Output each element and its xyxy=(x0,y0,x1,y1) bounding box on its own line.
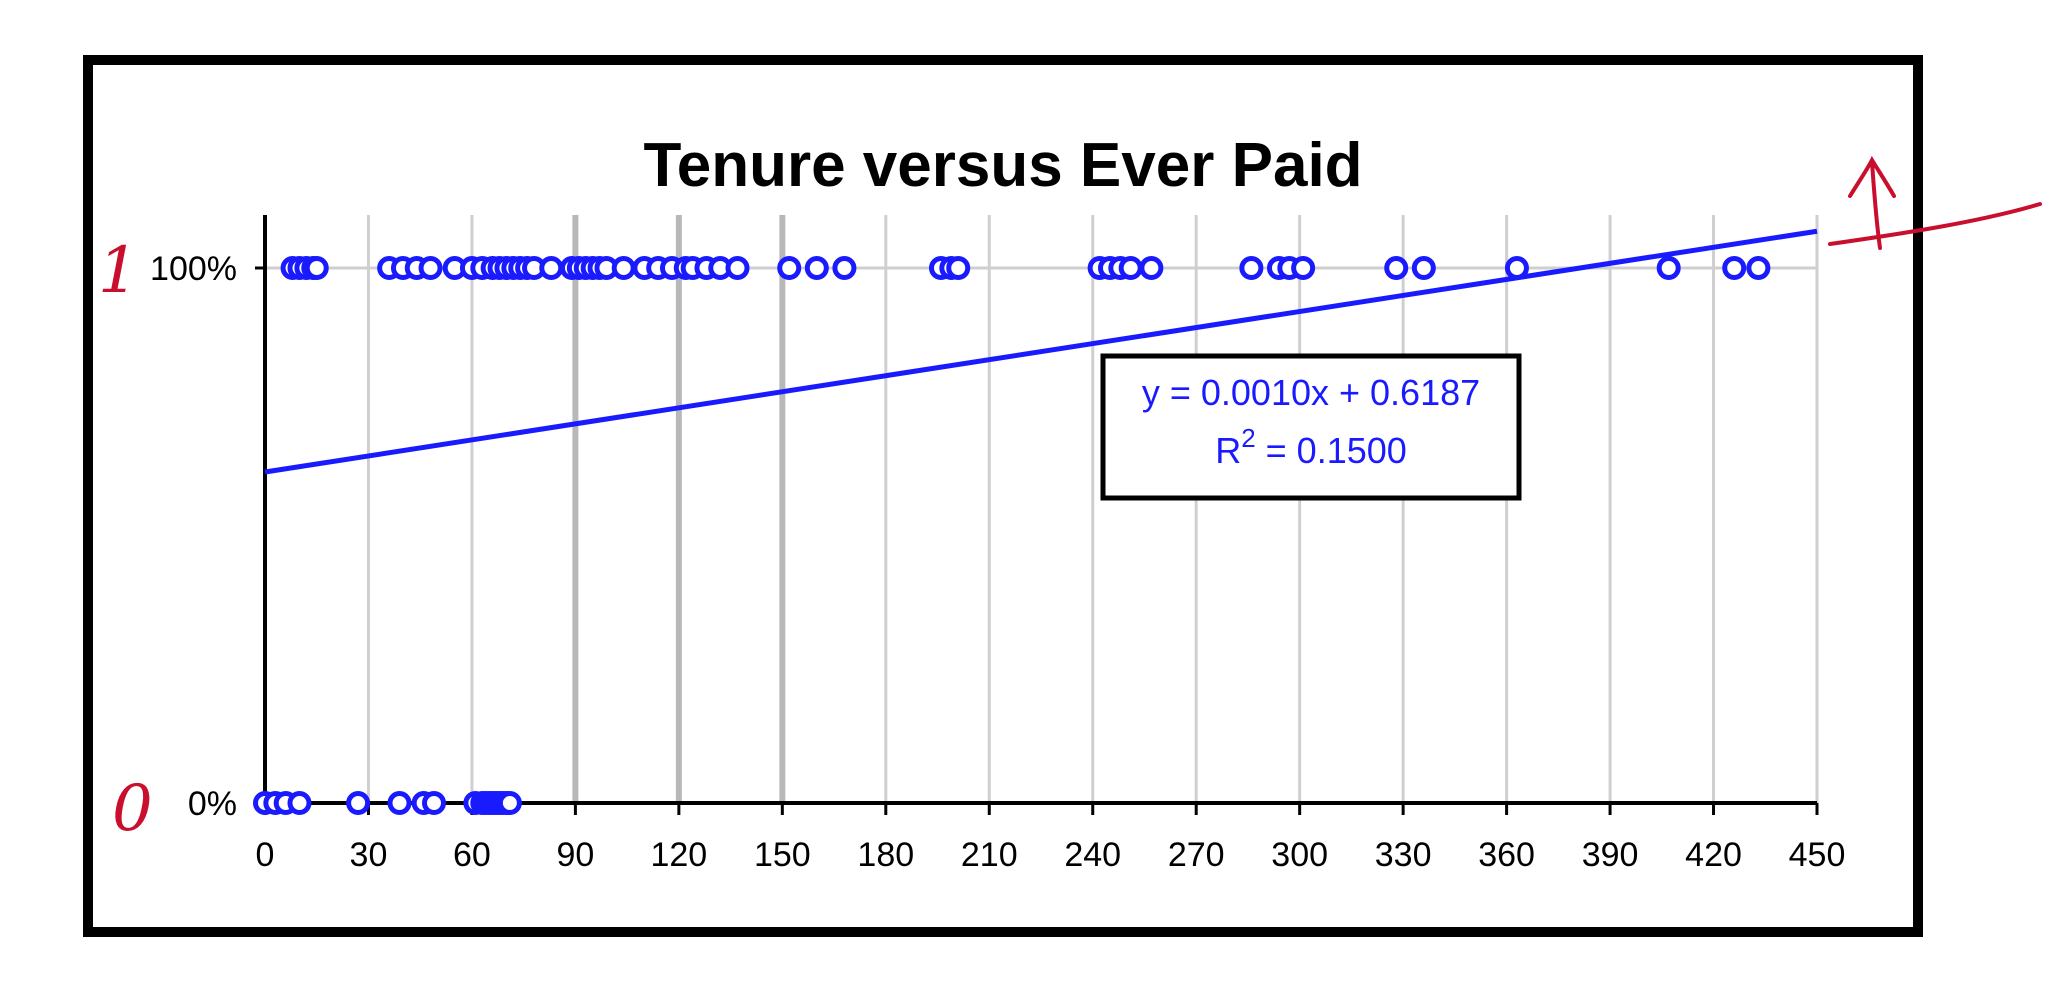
data-point xyxy=(1746,256,1771,280)
data-point xyxy=(497,791,522,815)
x-tick-label-120: 120 xyxy=(650,836,707,874)
data-point xyxy=(304,256,329,280)
data-point xyxy=(611,256,636,280)
data-point xyxy=(1656,256,1681,280)
x-tick-label-420: 420 xyxy=(1685,836,1742,874)
y-tick-label-0: 0% xyxy=(188,785,237,823)
x-tick-label-390: 390 xyxy=(1582,836,1639,874)
annotation-pointer-line xyxy=(1828,202,2042,246)
annotation-one: 1 xyxy=(98,234,139,308)
x-tick-label-450: 450 xyxy=(1789,836,1846,874)
data-point xyxy=(1139,256,1164,280)
x-tick-label-240: 240 xyxy=(1064,836,1121,874)
data-point xyxy=(1118,256,1143,280)
data-point xyxy=(1239,256,1264,280)
data-point xyxy=(287,791,312,815)
x-tick-label-360: 360 xyxy=(1478,836,1535,874)
x-tick-label-0: 0 xyxy=(256,836,275,874)
x-tick-label-150: 150 xyxy=(754,836,811,874)
handwritten-annotations: 1 0 xyxy=(98,155,2042,846)
equation-box-border xyxy=(1100,353,1522,501)
r-squared-value: = 0.1500 xyxy=(1256,430,1407,471)
x-tick-labels: 0 30 60 90 120 150 180 210 240 270 300 330 360 390 420… xyxy=(256,836,1846,874)
trendline-group xyxy=(264,228,1818,475)
x-tick-label-30: 30 xyxy=(350,836,388,874)
data-point xyxy=(804,256,829,280)
y-tick-label-100: 100% xyxy=(150,250,237,288)
annotation-zero: 0 xyxy=(112,772,153,846)
x-tick-label-300: 300 xyxy=(1271,836,1328,874)
data-point xyxy=(387,791,412,815)
x-tick-label-90: 90 xyxy=(556,836,594,874)
data-point xyxy=(832,256,857,280)
x-tick-label-210: 210 xyxy=(961,836,1018,874)
x-tick-label-270: 270 xyxy=(1168,836,1225,874)
y-tick-labels: 0% 100% xyxy=(150,250,237,823)
data-point xyxy=(421,791,446,815)
data-point xyxy=(1722,256,1747,280)
r-squared-exponent: 2 xyxy=(1241,423,1255,453)
data-point xyxy=(946,256,971,280)
data-points xyxy=(253,256,1771,815)
chart-frame xyxy=(83,55,1923,937)
trendline xyxy=(264,228,1818,475)
r-squared-label: R2 = 0.1500 xyxy=(1215,423,1407,471)
x-tick-label-180: 180 xyxy=(857,836,914,874)
chart-title: Tenure versus Ever Paid xyxy=(643,131,1362,200)
data-point xyxy=(418,256,443,280)
data-point xyxy=(777,256,802,280)
data-point xyxy=(725,256,750,280)
x-tick-label-330: 330 xyxy=(1375,836,1432,874)
r-squared-prefix: R xyxy=(1215,430,1241,471)
x-tick-label-60: 60 xyxy=(453,836,491,874)
data-point xyxy=(1411,256,1436,280)
data-point xyxy=(1384,256,1409,280)
annotation-up-arrow-icon xyxy=(1848,155,1896,250)
trendline-equation-box: y = 0.0010x + 0.6187 R2 = 0.1500 xyxy=(1100,353,1522,501)
data-point xyxy=(1291,256,1316,280)
data-point xyxy=(346,791,371,815)
data-point xyxy=(539,256,564,280)
trendline-equation: y = 0.0010x + 0.6187 xyxy=(1142,372,1480,413)
